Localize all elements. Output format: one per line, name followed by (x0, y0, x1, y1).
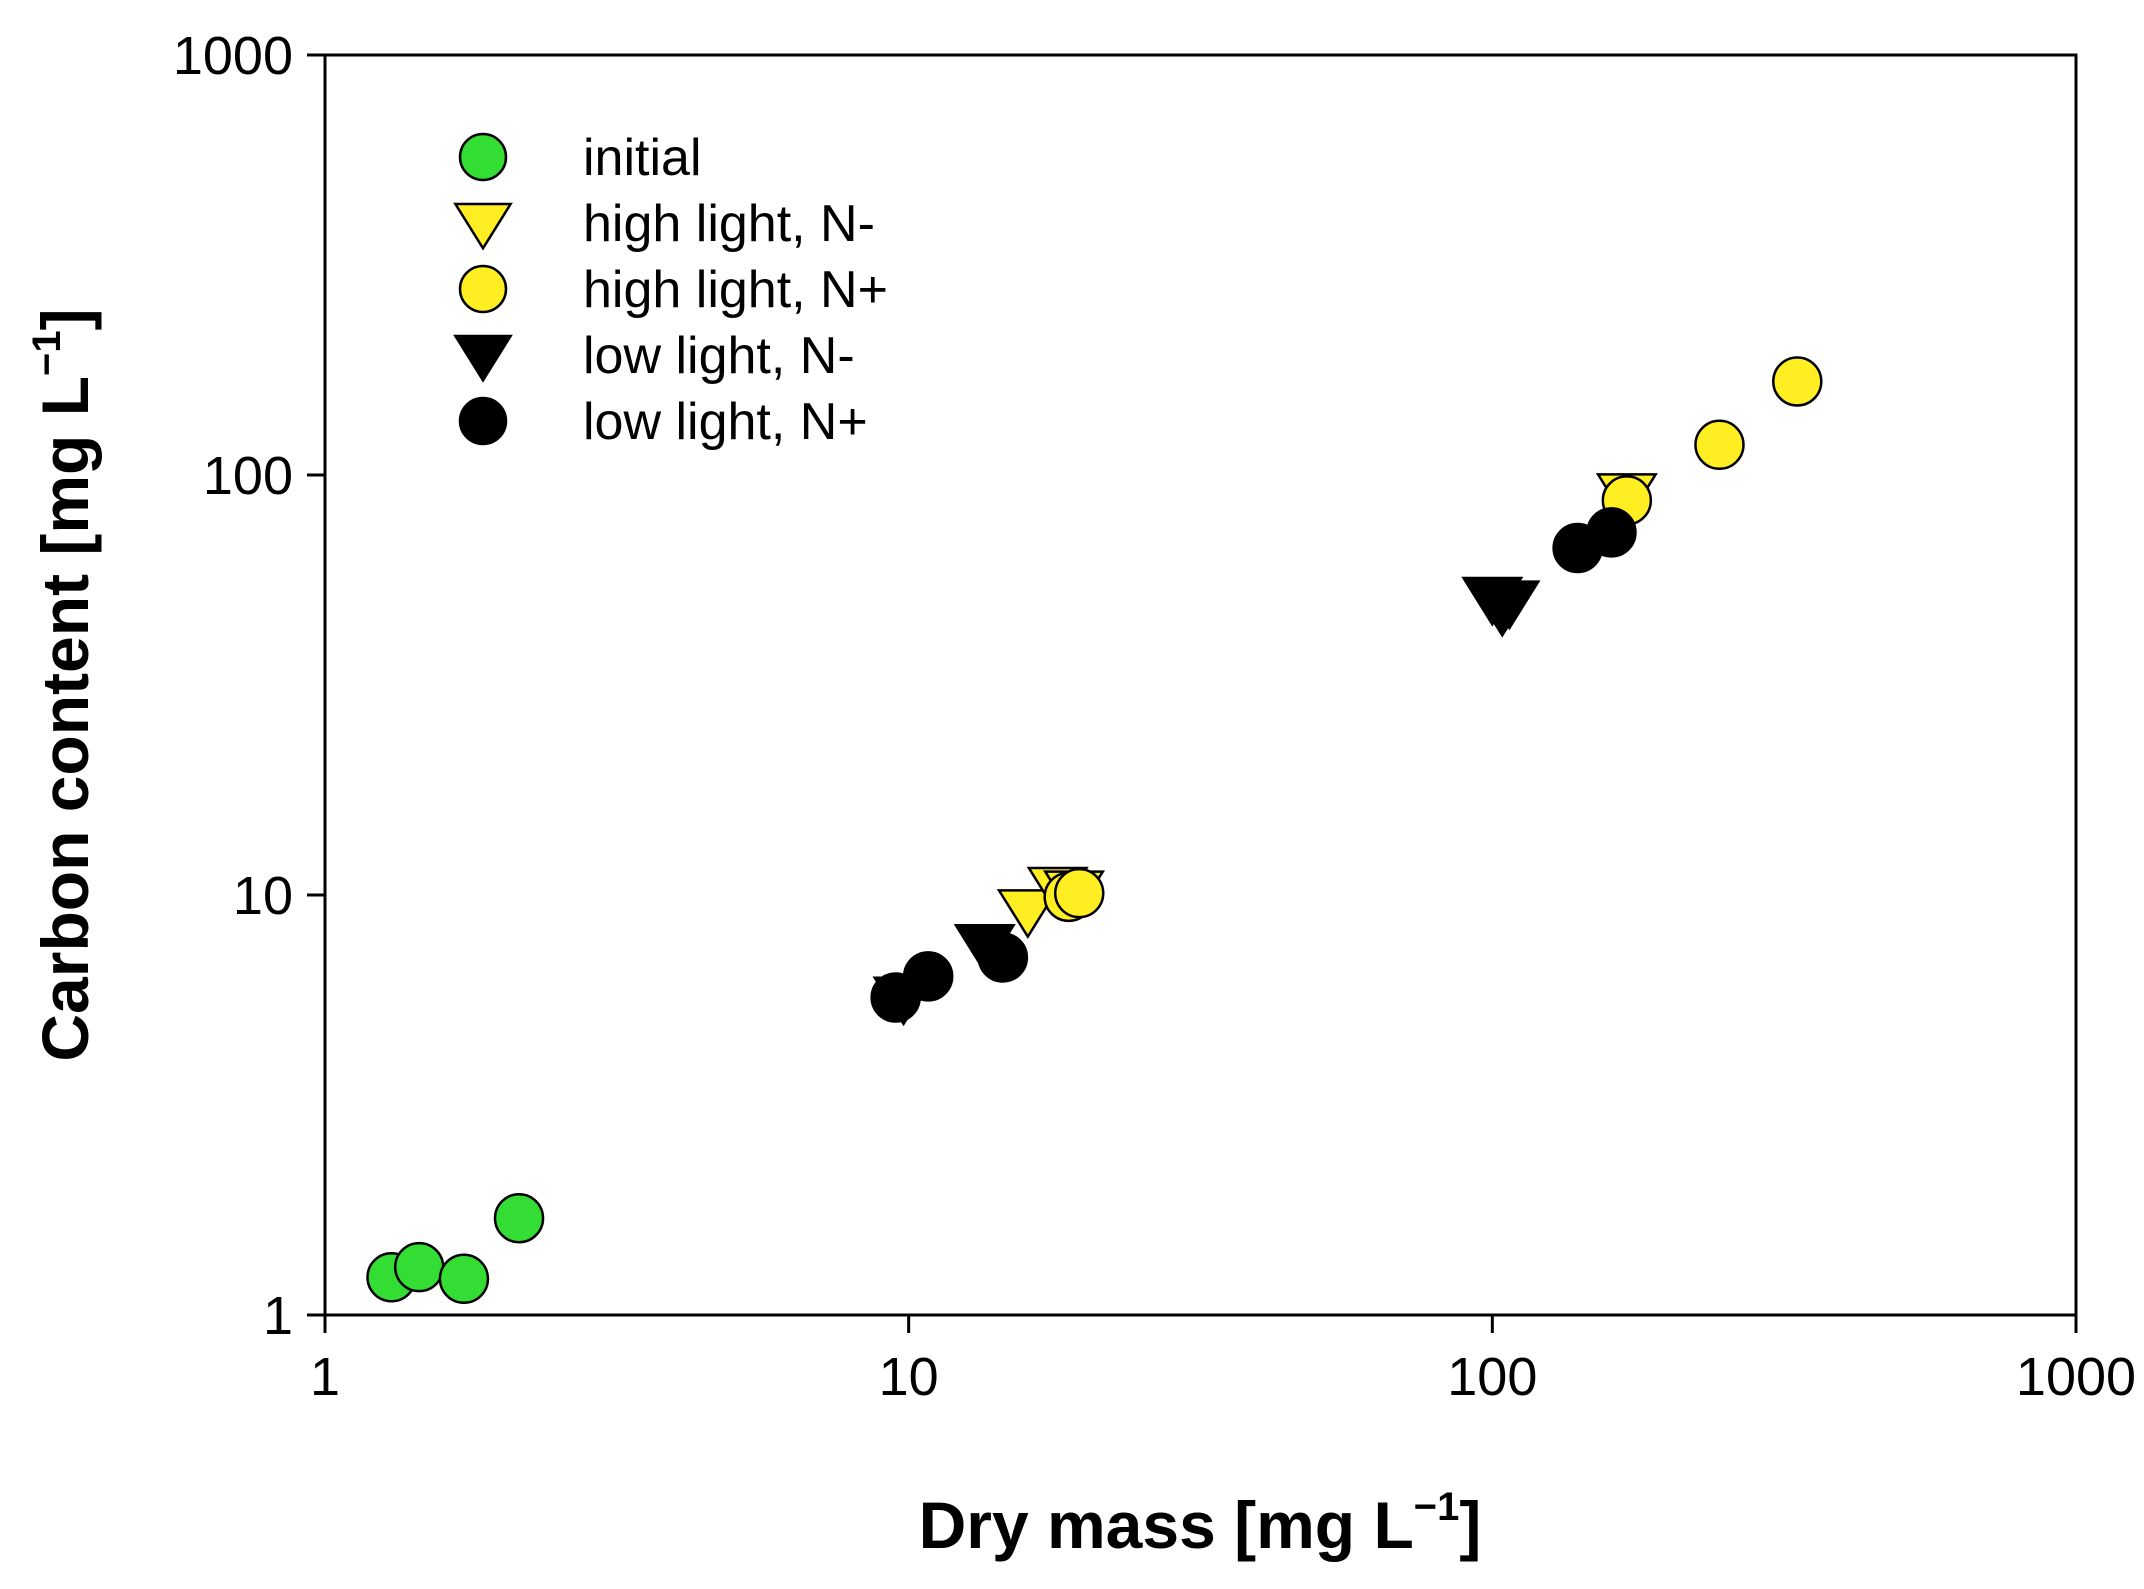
data-point (493, 1192, 545, 1244)
tick-labels: 1 10 100 1000 1 10 100 1000 (173, 26, 2136, 1407)
data-point (1586, 507, 1637, 558)
series-high-light-n- (1043, 356, 1823, 923)
legend-label: high light, N+ (583, 261, 888, 319)
legend-marker (458, 396, 508, 446)
data-points (366, 356, 1823, 1304)
x-tick-label: 10 (879, 1347, 939, 1407)
series-initial (366, 1192, 545, 1304)
x-tick-label: 1000 (2016, 1347, 2136, 1407)
data-point (996, 889, 1059, 939)
y-tick-label: 100 (203, 446, 293, 506)
legend-label: high light, N- (583, 195, 875, 253)
legend-label: initial (583, 129, 702, 187)
y-axis-title: Carbon content [mg L−1] (25, 308, 102, 1061)
legend-marker (453, 334, 513, 383)
data-point (1694, 419, 1745, 471)
y-tick-label: 1 (263, 1286, 293, 1346)
legend-label: low light, N- (583, 327, 855, 385)
data-point (977, 932, 1029, 983)
x-axis-title: Dry mass [mg L−1] (919, 1485, 1482, 1562)
legend-marker (453, 202, 513, 251)
data-point (1478, 580, 1541, 631)
x-tick-label: 1 (310, 1347, 340, 1407)
series-low-light-n- (870, 507, 1637, 1023)
y-tick-label: 1000 (173, 26, 293, 86)
data-point (1772, 356, 1823, 407)
x-tick-label: 100 (1447, 1347, 1537, 1407)
data-point (438, 1253, 490, 1304)
legend-label: low light, N+ (583, 393, 868, 451)
legend: initial high light, N-high light, N+ low l… (453, 129, 888, 451)
series-low-light-n- (872, 576, 1541, 1027)
axis-ticks (307, 53, 2078, 1333)
legend-marker (458, 264, 508, 314)
data-point (393, 1241, 445, 1293)
legend-marker (458, 132, 508, 182)
y-tick-label: 10 (233, 866, 293, 926)
data-point (1053, 867, 1105, 919)
plot-frame (323, 53, 2078, 1317)
data-point (902, 951, 954, 1002)
